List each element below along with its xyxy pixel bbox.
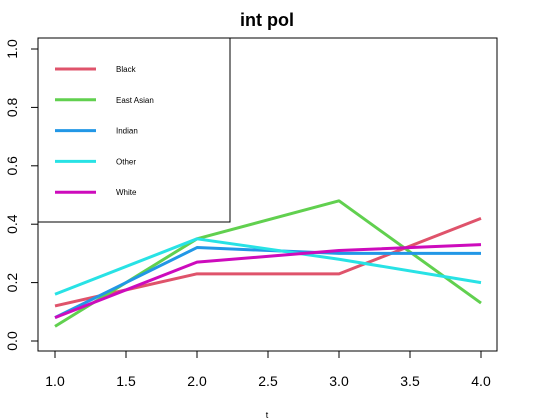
series-line-white <box>54 243 482 320</box>
y-axis: 0.0 0.2 0.4 0.6 0.8 1.0 <box>4 39 39 351</box>
x-tick-label: 1.5 <box>116 373 136 389</box>
legend-label-east-asian: East Asian <box>116 96 154 105</box>
series-line-other <box>54 237 482 296</box>
x-tick-label: 2.5 <box>258 373 278 389</box>
y-tick-label: 0.6 <box>4 156 20 176</box>
legend-label-other: Other <box>116 157 136 166</box>
x-tick-label: 3.0 <box>329 373 349 389</box>
y-tick-label: 0.4 <box>4 214 20 234</box>
y-tick-label: 0.0 <box>4 331 20 351</box>
y-tick-label: 1.0 <box>4 39 20 59</box>
legend: Black East Asian Indian Other White <box>37 37 231 223</box>
legend-label-black: Black <box>116 65 137 74</box>
y-tick-label: 0.2 <box>4 273 20 293</box>
x-tick-label: 4.0 <box>471 373 491 389</box>
chart-title: int pol <box>240 10 294 30</box>
series-layer <box>54 199 482 328</box>
x-axis: 1.0 1.5 2.0 2.5 3.0 3.5 4.0 <box>45 350 491 389</box>
legend-label-indian: Indian <box>116 127 138 136</box>
x-tick-label: 2.0 <box>187 373 207 389</box>
legend-label-white: White <box>116 188 137 197</box>
x-tick-label: 1.0 <box>45 373 65 389</box>
y-tick-label: 0.8 <box>4 97 20 117</box>
x-tick-label: 3.5 <box>400 373 420 389</box>
x-axis-label: t <box>266 410 269 419</box>
